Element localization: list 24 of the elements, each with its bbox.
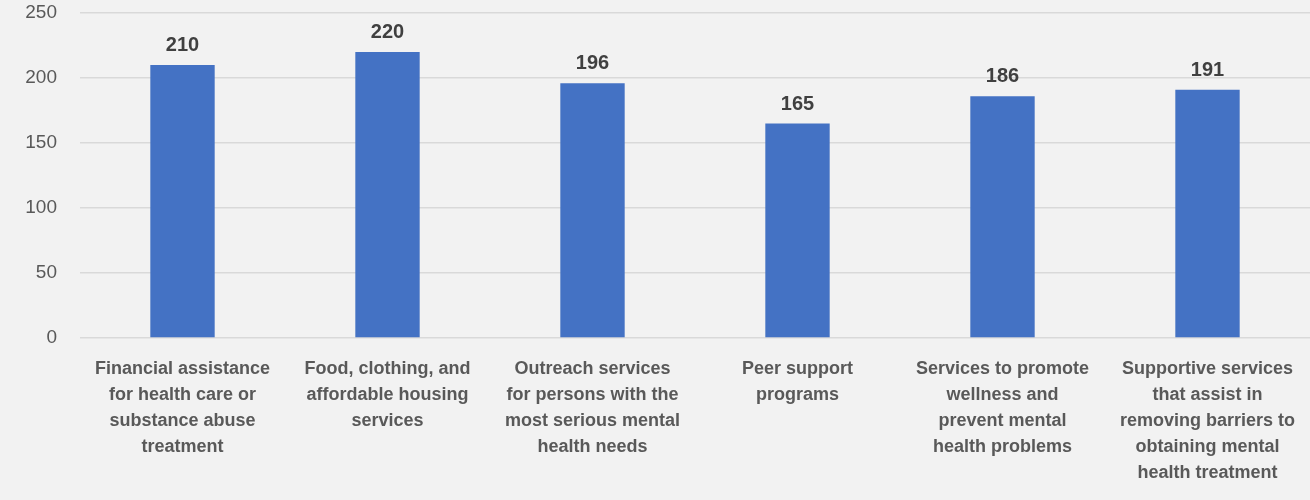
- y-tick-label: 150: [25, 131, 57, 153]
- x-tick-label: Financial assistance for health care or substance abuse treatment: [94, 358, 271, 457]
- bar: [150, 65, 215, 338]
- x-tick-label: Food, clothing, and affordable housing services: [304, 358, 471, 431]
- data-label: 220: [370, 20, 405, 42]
- x-tick-label: Outreach services for persons with the most serious mental health needs: [504, 358, 681, 457]
- x-tick-label: Services to promote wellness and prevent mental health problems: [915, 358, 1090, 457]
- y-tick-label: 200: [25, 66, 57, 88]
- y-tick-label: 250: [25, 1, 57, 23]
- data-label: 165: [780, 91, 815, 114]
- data-label: 210: [165, 33, 200, 55]
- bar: [560, 83, 625, 338]
- data-label: 191: [1190, 57, 1225, 80]
- bar: [970, 96, 1035, 338]
- bar: [355, 52, 420, 338]
- y-tick-label: 0: [46, 326, 57, 348]
- y-tick-label: 50: [35, 261, 57, 283]
- x-tick-label: Peer support programs: [741, 358, 854, 405]
- x-tick-label: Supportive services that assist in removing barriers to obtaining mental health treatment: [1119, 358, 1296, 483]
- data-label: 196: [575, 51, 610, 74]
- y-tick-label: 100: [25, 196, 57, 218]
- bar: [765, 123, 830, 338]
- bar: [1175, 89, 1240, 338]
- data-label: 186: [985, 64, 1020, 87]
